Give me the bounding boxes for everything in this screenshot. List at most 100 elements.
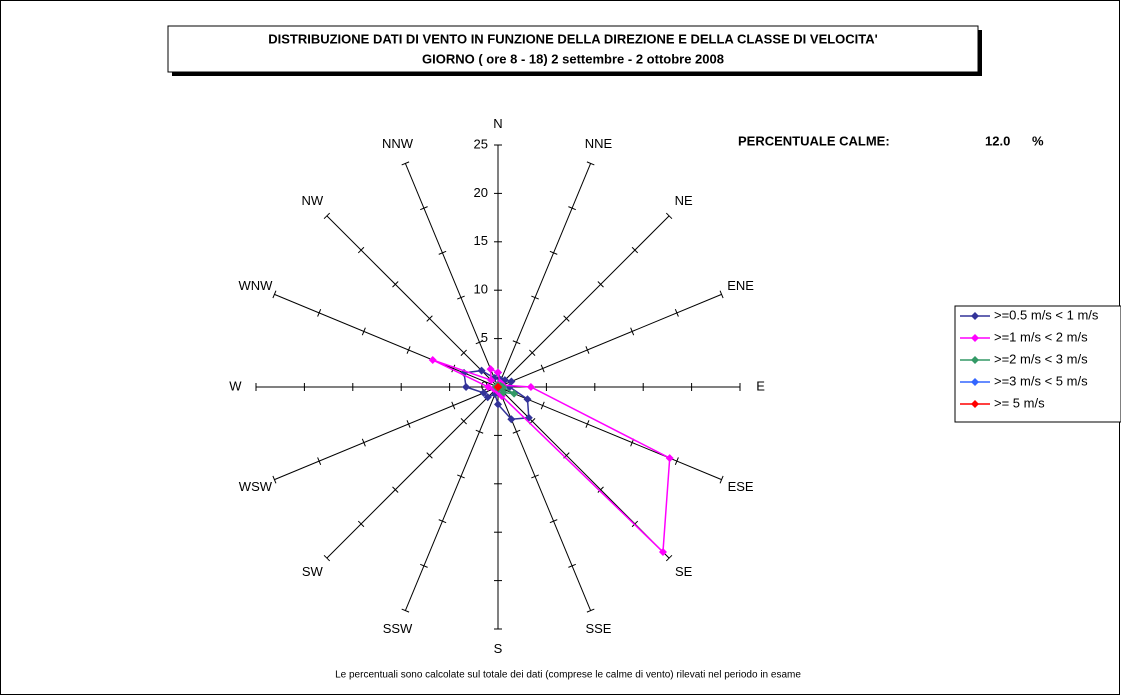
chart-title: DISTRIBUZIONE DATI DI VENTO IN FUNZIONE … — [268, 31, 878, 46]
direction-label: E — [756, 378, 765, 393]
spoke — [497, 163, 592, 388]
tick-mark — [586, 608, 595, 613]
tick-mark — [568, 206, 576, 211]
spoke — [404, 386, 499, 611]
legend-marker — [971, 400, 979, 408]
spoke — [326, 386, 499, 559]
tick-mark — [272, 475, 277, 484]
r-tick-label: 0 — [481, 378, 488, 393]
tick-mark — [665, 554, 673, 562]
tick-mark — [451, 401, 456, 410]
legend-marker — [971, 378, 979, 386]
tick-mark — [665, 212, 673, 220]
legend-marker — [971, 356, 979, 364]
tick-mark — [719, 475, 724, 484]
direction-label: NNW — [382, 136, 414, 151]
tick-mark — [438, 519, 447, 524]
tick-mark — [597, 486, 604, 493]
point — [487, 376, 496, 385]
calm-unit: % — [1032, 133, 1044, 148]
direction-label: NNE — [585, 136, 613, 151]
tick-mark — [631, 246, 639, 254]
tick-mark — [323, 212, 331, 220]
tick-mark — [674, 309, 679, 317]
point — [523, 395, 532, 404]
tick-mark — [460, 418, 467, 425]
tick-mark — [438, 250, 447, 255]
direction-label: WSW — [239, 479, 273, 494]
title-box — [167, 25, 979, 73]
tick-mark — [585, 346, 590, 354]
legend-label: >=1 m/s < 2 m/s — [994, 329, 1088, 344]
tick-mark — [457, 295, 465, 300]
tick-mark — [426, 452, 433, 459]
tick-mark — [420, 563, 428, 568]
tick-mark — [401, 608, 410, 613]
direction-label: WNW — [238, 278, 273, 293]
legend-label: >=3 m/s < 5 m/s — [994, 373, 1088, 388]
point — [428, 355, 437, 364]
chart-subtitle: GIORNO ( ore 8 - 18) 2 settembre - 2 ott… — [422, 51, 724, 66]
tick-mark — [563, 315, 570, 322]
tick-mark — [674, 457, 679, 465]
tick-mark — [406, 420, 411, 428]
tick-mark — [357, 246, 365, 254]
spoke — [274, 386, 499, 481]
tick-mark — [420, 206, 428, 211]
point — [658, 547, 667, 556]
tick-mark — [475, 429, 484, 434]
calm-label: PERCENTUALE CALME: — [738, 133, 890, 148]
tick-mark — [512, 429, 521, 434]
legend-label: >=2 m/s < 3 m/s — [994, 351, 1088, 366]
tick-mark — [457, 474, 465, 479]
tick-mark — [392, 281, 399, 288]
point — [499, 388, 508, 397]
tick-mark — [317, 457, 322, 465]
direction-label: ESE — [728, 479, 754, 494]
spoke — [404, 163, 499, 388]
point — [494, 368, 502, 377]
tick-mark — [719, 290, 724, 299]
direction-label: ENE — [727, 278, 754, 293]
tick-mark — [361, 438, 366, 447]
tick-mark — [585, 420, 590, 428]
spoke — [274, 293, 499, 388]
point — [510, 389, 519, 398]
calm-value: 12.0 — [985, 133, 1010, 148]
tick-mark — [460, 349, 467, 356]
tick-mark — [549, 250, 558, 255]
tick-mark — [475, 340, 484, 345]
tick-mark — [630, 327, 635, 336]
tick-mark — [529, 349, 536, 356]
tick-mark — [357, 520, 365, 528]
spoke — [497, 215, 670, 388]
direction-label: SW — [302, 564, 324, 579]
point — [486, 365, 495, 374]
tick-mark — [549, 519, 558, 524]
point — [507, 415, 516, 424]
legend-marker — [971, 312, 979, 320]
tick-mark — [272, 290, 277, 299]
tick-mark — [361, 327, 366, 336]
spoke — [497, 293, 722, 388]
point — [462, 383, 471, 391]
r-tick-label: 10 — [474, 282, 488, 297]
direction-label: NW — [301, 193, 323, 208]
tick-mark — [426, 315, 433, 322]
tick-mark — [401, 161, 410, 166]
r-tick-label: 25 — [474, 136, 488, 151]
tick-mark — [540, 364, 545, 373]
direction-label: S — [494, 641, 503, 656]
legend-label: >= 5 m/s — [994, 395, 1045, 410]
direction-label: W — [229, 378, 242, 393]
point — [483, 393, 492, 402]
point — [665, 454, 674, 463]
tick-mark — [531, 474, 539, 479]
tick-mark — [317, 309, 322, 317]
tick-mark — [531, 295, 539, 300]
point — [477, 366, 486, 375]
legend-label: >=0.5 m/s < 1 m/s — [994, 307, 1099, 322]
point — [484, 383, 493, 391]
